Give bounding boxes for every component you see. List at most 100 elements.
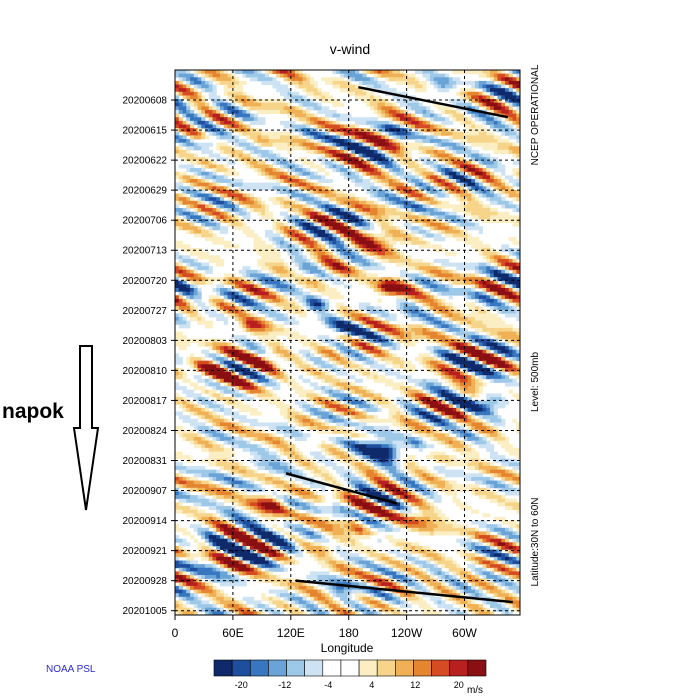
heatmap-cell — [328, 149, 333, 154]
heatmap-cell — [246, 124, 251, 129]
heatmap-cell — [471, 157, 476, 162]
heatmap-cell — [182, 109, 187, 114]
heatmap-cell — [403, 120, 408, 125]
heatmap-cell — [433, 142, 438, 147]
heatmap-cell — [205, 175, 210, 180]
heatmap-cell — [287, 200, 292, 205]
heatmap-cell — [482, 244, 487, 249]
heatmap-cell — [208, 222, 213, 227]
heatmap-cell — [287, 266, 292, 271]
heatmap-cell — [358, 338, 363, 343]
heatmap-cell — [347, 262, 352, 267]
heatmap-cell — [227, 139, 232, 144]
heatmap-cell — [516, 208, 520, 213]
heatmap-cell — [313, 266, 318, 271]
heatmap-cell — [193, 298, 198, 303]
heatmap-cell — [373, 280, 378, 285]
heatmap-cell — [505, 106, 510, 111]
heatmap-cell — [392, 233, 397, 238]
heatmap-cell — [471, 295, 476, 300]
heatmap-cell — [501, 288, 506, 293]
heatmap-cell — [430, 77, 435, 82]
heatmap-cell — [208, 320, 213, 325]
heatmap-cell — [460, 237, 465, 242]
heatmap-cell — [370, 258, 375, 263]
heatmap-cell — [182, 211, 187, 216]
heatmap-cell — [362, 135, 367, 140]
heatmap-cell — [246, 117, 251, 122]
heatmap-cell — [298, 168, 303, 173]
heatmap-cell — [497, 335, 502, 340]
heatmap-cell — [197, 146, 202, 151]
heatmap-cell — [298, 273, 303, 278]
heatmap-cell — [388, 255, 393, 260]
heatmap-cell — [467, 211, 472, 216]
heatmap-cell — [178, 320, 183, 325]
heatmap-cell — [456, 273, 461, 278]
heatmap-cell — [381, 233, 386, 238]
heatmap-cell — [325, 335, 330, 340]
heatmap-cell — [182, 179, 187, 184]
heatmap-cell — [471, 222, 476, 227]
heatmap-cell — [377, 237, 382, 242]
heatmap-cell — [493, 280, 498, 285]
heatmap-cell — [441, 320, 446, 325]
heatmap-cell — [313, 208, 318, 213]
heatmap-cell — [220, 262, 225, 267]
heatmap-cell — [175, 102, 180, 107]
heatmap-cell — [377, 208, 382, 213]
heatmap-cell — [403, 153, 408, 158]
heatmap-cell — [208, 295, 213, 300]
heatmap-cell — [366, 164, 371, 169]
heatmap-cell — [448, 233, 453, 238]
heatmap-cell — [418, 226, 423, 231]
heatmap-cell — [426, 229, 431, 234]
heatmap-cell — [246, 266, 251, 271]
heatmap-cell — [317, 146, 322, 151]
heatmap-cell — [197, 135, 202, 140]
heatmap-cell — [246, 229, 251, 234]
heatmap-cell — [392, 284, 397, 289]
heatmap-cell — [460, 327, 465, 332]
heatmap-cell — [261, 266, 266, 271]
heatmap-cell — [422, 277, 427, 282]
heatmap-cell — [231, 149, 236, 154]
heatmap-cell — [381, 277, 386, 282]
heatmap-cell — [235, 88, 240, 93]
heatmap-cell — [280, 186, 285, 191]
heatmap-cell — [295, 335, 300, 340]
heatmap-cell — [197, 226, 202, 231]
heatmap-cell — [235, 182, 240, 187]
heatmap-cell — [313, 200, 318, 205]
heatmap-cell — [508, 179, 513, 184]
heatmap-cell — [490, 302, 495, 307]
heatmap-cell — [400, 200, 405, 205]
heatmap-cell — [178, 135, 183, 140]
heatmap-cell — [175, 193, 180, 198]
heatmap-cell — [295, 262, 300, 267]
heatmap-cell — [373, 124, 378, 129]
heatmap-cell — [343, 262, 348, 267]
heatmap-cell — [265, 102, 270, 107]
heatmap-cell — [377, 255, 382, 260]
heatmap-cell — [190, 139, 195, 144]
heatmap-cell — [422, 168, 427, 173]
heatmap-cell — [358, 280, 363, 285]
heatmap-cell — [448, 338, 453, 343]
heatmap-cell — [482, 135, 487, 140]
heatmap-cell — [456, 237, 461, 242]
heatmap-cell — [422, 302, 427, 307]
heatmap-cell — [265, 280, 270, 285]
heatmap-cell — [231, 102, 236, 107]
heatmap-cell — [197, 273, 202, 278]
heatmap-cell — [351, 88, 356, 93]
heatmap-cell — [426, 182, 431, 187]
heatmap-cell — [505, 277, 510, 282]
heatmap-cell — [291, 142, 296, 147]
heatmap-cell — [373, 157, 378, 162]
chart-title: v-wind — [330, 41, 370, 57]
heatmap-cell — [400, 273, 405, 278]
heatmap-cell — [497, 99, 502, 104]
heatmap-cell — [175, 149, 180, 154]
heatmap-cell — [265, 266, 270, 271]
